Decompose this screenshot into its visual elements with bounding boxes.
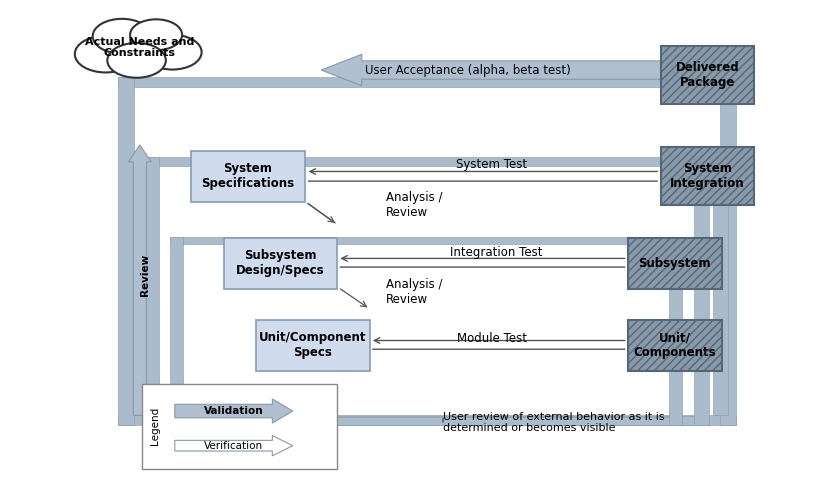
Text: Subsystem
Design/Specs: Subsystem Design/Specs: [236, 249, 325, 277]
Circle shape: [107, 43, 166, 78]
Bar: [118, 77, 736, 87]
Bar: [144, 157, 159, 425]
Text: Subsystem: Subsystem: [638, 257, 711, 270]
Text: Analysis /
Review: Analysis / Review: [386, 278, 442, 306]
Text: Review: Review: [140, 254, 150, 297]
Bar: [142, 384, 337, 469]
Circle shape: [93, 19, 151, 54]
Bar: [628, 238, 721, 288]
Bar: [144, 157, 709, 166]
Bar: [170, 237, 682, 244]
Bar: [660, 147, 754, 205]
Bar: [720, 77, 736, 425]
Text: System
Specifications: System Specifications: [202, 162, 294, 190]
Text: Validation: Validation: [203, 406, 263, 416]
Text: Integration Test: Integration Test: [450, 246, 542, 259]
Circle shape: [103, 23, 181, 69]
Text: Analysis /
Review: Analysis / Review: [386, 191, 442, 219]
Text: Unit/
Components: Unit/ Components: [633, 331, 716, 359]
Bar: [191, 151, 305, 202]
Text: User Acceptance (alpha, beta test): User Acceptance (alpha, beta test): [364, 64, 571, 76]
Circle shape: [143, 35, 202, 70]
Bar: [713, 157, 728, 415]
Text: Module Test: Module Test: [457, 332, 527, 344]
FancyArrow shape: [128, 145, 151, 415]
Text: Verification: Verification: [204, 440, 263, 451]
Bar: [669, 237, 682, 425]
Text: Legend: Legend: [150, 407, 160, 445]
Bar: [118, 415, 736, 425]
Bar: [660, 46, 754, 104]
Text: Actual Needs and
Constraints: Actual Needs and Constraints: [85, 37, 194, 58]
Text: Delivered
Package: Delivered Package: [676, 61, 739, 89]
Circle shape: [130, 19, 182, 50]
FancyArrow shape: [321, 55, 663, 86]
Circle shape: [75, 36, 137, 72]
Bar: [628, 320, 721, 371]
Text: Unit/Component
Specs: Unit/Component Specs: [259, 331, 367, 359]
Bar: [224, 238, 337, 288]
FancyArrow shape: [175, 436, 293, 456]
Bar: [170, 417, 682, 425]
Bar: [144, 416, 709, 425]
FancyArrow shape: [175, 399, 293, 423]
Text: System Test: System Test: [456, 158, 528, 170]
Bar: [118, 77, 134, 425]
Bar: [256, 320, 370, 371]
Text: User review of external behavior as it is
determined or becomes visible: User review of external behavior as it i…: [443, 412, 665, 433]
Bar: [170, 237, 183, 425]
Bar: [694, 157, 709, 425]
Text: System
Integration: System Integration: [670, 162, 745, 190]
